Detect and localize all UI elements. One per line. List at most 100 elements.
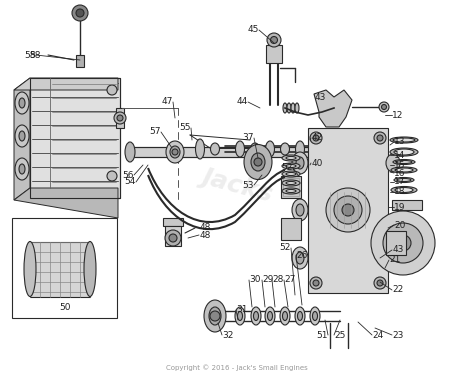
Ellipse shape [237, 311, 243, 321]
Text: 19: 19 [394, 203, 406, 212]
Circle shape [377, 135, 383, 141]
Text: 51: 51 [316, 330, 328, 339]
Ellipse shape [244, 144, 272, 180]
Text: 52: 52 [279, 243, 291, 253]
Text: 55: 55 [179, 124, 191, 133]
Circle shape [114, 112, 126, 124]
Ellipse shape [170, 146, 180, 158]
Bar [165, 226, 181, 246]
Ellipse shape [235, 307, 245, 325]
Ellipse shape [295, 307, 305, 325]
Ellipse shape [393, 138, 415, 142]
Ellipse shape [394, 149, 414, 155]
Bar [130, 147, 310, 157]
Circle shape [117, 115, 123, 121]
Circle shape [374, 277, 386, 289]
Text: 37: 37 [242, 133, 254, 143]
Circle shape [210, 311, 220, 321]
Circle shape [165, 230, 181, 246]
Text: 20: 20 [394, 220, 406, 229]
Circle shape [172, 149, 178, 155]
Bar [392, 220, 422, 230]
Ellipse shape [15, 158, 29, 180]
Ellipse shape [391, 186, 417, 194]
Text: 47: 47 [161, 98, 173, 107]
Ellipse shape [298, 311, 302, 321]
Bar [281, 218, 301, 240]
Circle shape [379, 102, 389, 112]
Circle shape [107, 171, 117, 181]
Circle shape [377, 280, 383, 286]
Ellipse shape [267, 311, 273, 321]
Ellipse shape [254, 311, 258, 321]
Ellipse shape [310, 307, 320, 325]
Ellipse shape [286, 189, 296, 192]
Text: 32: 32 [222, 330, 234, 339]
Ellipse shape [286, 181, 296, 184]
Text: 53: 53 [242, 181, 254, 189]
Circle shape [395, 235, 411, 251]
Ellipse shape [391, 167, 417, 173]
Text: 30: 30 [249, 276, 261, 285]
Ellipse shape [24, 242, 36, 296]
Ellipse shape [312, 311, 318, 321]
Circle shape [72, 5, 88, 21]
Text: 13: 13 [394, 138, 406, 147]
Text: 27: 27 [284, 276, 296, 285]
Text: 40: 40 [311, 158, 323, 167]
Bar [281, 176, 301, 198]
Circle shape [326, 104, 342, 120]
Ellipse shape [251, 153, 265, 171]
Ellipse shape [386, 154, 400, 172]
Bar [30, 78, 120, 198]
Bar [30, 242, 90, 297]
Ellipse shape [397, 178, 411, 181]
Ellipse shape [393, 160, 415, 164]
Ellipse shape [287, 103, 291, 113]
Ellipse shape [396, 161, 412, 164]
Circle shape [326, 188, 370, 232]
Circle shape [313, 280, 319, 286]
Ellipse shape [282, 163, 300, 169]
Circle shape [271, 37, 277, 43]
Text: 58: 58 [29, 51, 41, 59]
Polygon shape [14, 78, 118, 90]
Ellipse shape [166, 141, 184, 163]
Text: 15: 15 [394, 161, 406, 169]
Text: 22: 22 [392, 285, 404, 294]
Text: 17: 17 [394, 178, 406, 186]
Ellipse shape [296, 204, 304, 216]
Text: 26: 26 [296, 251, 308, 260]
Circle shape [107, 85, 117, 95]
Bar [12, 218, 117, 318]
Text: 18: 18 [394, 187, 406, 197]
Ellipse shape [286, 156, 296, 160]
Text: 56: 56 [122, 170, 134, 180]
Ellipse shape [291, 103, 295, 113]
Text: 14: 14 [394, 150, 406, 160]
Ellipse shape [282, 155, 300, 161]
Ellipse shape [286, 172, 296, 175]
Circle shape [382, 104, 386, 110]
Text: 24: 24 [373, 330, 383, 339]
Ellipse shape [282, 188, 300, 194]
Circle shape [313, 135, 319, 141]
Text: 12: 12 [392, 110, 404, 119]
Ellipse shape [19, 131, 25, 141]
Bar [283, 178, 299, 196]
Polygon shape [14, 188, 118, 218]
Circle shape [76, 9, 84, 17]
Bar [308, 128, 388, 293]
Polygon shape [14, 78, 30, 200]
Ellipse shape [15, 92, 29, 114]
Ellipse shape [236, 141, 245, 157]
Ellipse shape [19, 164, 25, 174]
Text: 44: 44 [237, 98, 247, 107]
Text: 48: 48 [199, 231, 210, 240]
Circle shape [383, 223, 423, 263]
Text: 29: 29 [262, 276, 273, 285]
Ellipse shape [390, 148, 418, 156]
Text: 23: 23 [392, 330, 404, 339]
Ellipse shape [125, 142, 135, 162]
Bar [386, 231, 406, 255]
